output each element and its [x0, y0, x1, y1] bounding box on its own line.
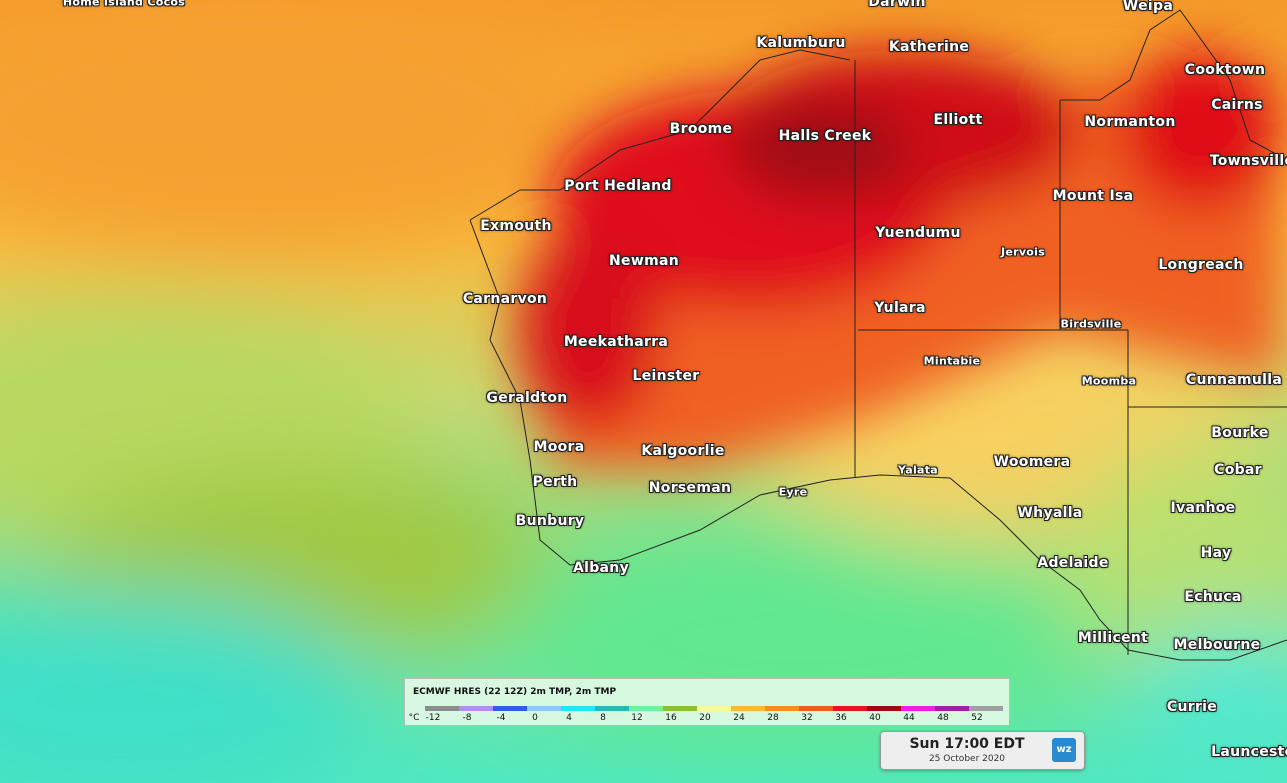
legend-tick: 32 — [801, 713, 813, 723]
place-label: Ivanhoe — [1170, 500, 1236, 516]
place-label: Perth — [532, 474, 578, 490]
place-label: Yulara — [874, 300, 926, 316]
place-label: Moomba — [1081, 374, 1137, 388]
legend-tick: 52 — [971, 713, 983, 723]
time-main: Sun 17:00 EDT — [909, 736, 1025, 752]
place-label: Yuendumu — [875, 225, 961, 241]
place-label: Cooktown — [1184, 62, 1266, 78]
place-label: Yalata — [897, 463, 939, 477]
legend-swatch — [663, 706, 697, 711]
place-label: Exmouth — [480, 218, 552, 234]
legend-tick: 16 — [665, 713, 677, 723]
place-label: Broome — [669, 121, 733, 137]
place-label: Bunbury — [515, 513, 585, 529]
place-label: Longreach — [1158, 257, 1244, 273]
place-label: Leinster — [632, 368, 700, 384]
place-label: Newman — [609, 253, 679, 269]
place-label: Katherine — [888, 39, 970, 55]
place-label: Woomera — [993, 454, 1071, 470]
legend-swatch — [765, 706, 799, 711]
place-label: Elliott — [933, 112, 983, 128]
legend-tick: -8 — [462, 713, 472, 723]
legend-title: ECMWF HRES (22 12Z) 2m TMP, 2m TMP — [413, 687, 617, 697]
legend-swatch — [731, 706, 765, 711]
legend-swatch — [459, 706, 493, 711]
place-label: Norseman — [648, 480, 732, 496]
place-label: Kalgoorlie — [641, 443, 725, 459]
logo: wz — [1052, 738, 1076, 762]
place-label: Whyalla — [1017, 505, 1083, 521]
place-label: Eyre — [778, 485, 808, 499]
place-label: Mount Isa — [1052, 188, 1134, 204]
place-label: Currie — [1166, 699, 1218, 715]
place-label: Bourke — [1211, 425, 1269, 441]
legend-tick: 40 — [869, 713, 881, 723]
legend-tick: 28 — [767, 713, 779, 723]
legend-swatch — [595, 706, 629, 711]
place-label: Launceston — [1211, 744, 1287, 760]
legend-swatch — [969, 706, 1003, 711]
place-label: Hay — [1200, 545, 1232, 561]
legend-swatch — [935, 706, 969, 711]
legend-swatch — [527, 706, 561, 711]
legend-tick: -12 — [425, 713, 441, 723]
legend-unit: °C — [408, 713, 420, 723]
time-date: 25 October 2020 — [928, 754, 1006, 764]
place-label: Mintabie — [923, 354, 981, 368]
legend-swatch — [629, 706, 663, 711]
legend-tick: 44 — [903, 713, 915, 723]
legend-tick: 0 — [532, 713, 538, 723]
place-label: Albany — [573, 560, 629, 576]
place-label: Port Hedland — [564, 178, 672, 194]
legend-tick: 4 — [566, 713, 572, 723]
legend-swatch — [697, 706, 731, 711]
place-label: Weipa — [1122, 0, 1174, 14]
place-label: Jervois — [1000, 245, 1046, 259]
place-label: Echuca — [1184, 589, 1242, 605]
legend: ECMWF HRES (22 12Z) 2m TMP, 2m TMP °C -12 -… — [404, 678, 1010, 726]
legend-swatch — [493, 706, 527, 711]
legend-tick: -4 — [496, 713, 506, 723]
place-label: Cunnamulla — [1185, 372, 1283, 388]
place-label: Darwin — [868, 0, 926, 10]
legend-swatch — [901, 706, 935, 711]
legend-swatch — [867, 706, 901, 711]
place-label: Millicent — [1077, 630, 1149, 646]
place-label: Cobar — [1214, 462, 1262, 478]
legend-tick: 48 — [937, 713, 949, 723]
place-label: Townsville — [1209, 153, 1287, 169]
legend-tick: 12 — [631, 713, 643, 723]
legend-tick: 8 — [600, 713, 606, 723]
place-label: Normanton — [1084, 114, 1176, 130]
place-label: Adelaide — [1037, 555, 1109, 571]
legend-swatch — [833, 706, 867, 711]
place-label: Home Island Cocos — [62, 0, 186, 9]
place-label: Geraldton — [486, 390, 568, 406]
place-label: Birdsville — [1060, 317, 1122, 331]
place-label: Melbourne — [1173, 637, 1261, 653]
legend-swatch — [425, 706, 459, 711]
legend-swatch — [561, 706, 595, 711]
time-box: Sun 17:00 EDT 25 October 2020 wz — [880, 731, 1085, 770]
legend-tick: 36 — [835, 713, 847, 723]
legend-swatch — [799, 706, 833, 711]
legend-tick: 20 — [699, 713, 711, 723]
place-label: Cairns — [1211, 97, 1263, 113]
legend-tick: 24 — [733, 713, 745, 723]
place-label: Carnarvon — [462, 291, 548, 307]
place-label: Kalumburu — [756, 35, 846, 51]
place-label: Halls Creek — [778, 128, 872, 144]
place-label: Meekatharra — [563, 334, 669, 350]
place-label: Moora — [533, 439, 585, 455]
